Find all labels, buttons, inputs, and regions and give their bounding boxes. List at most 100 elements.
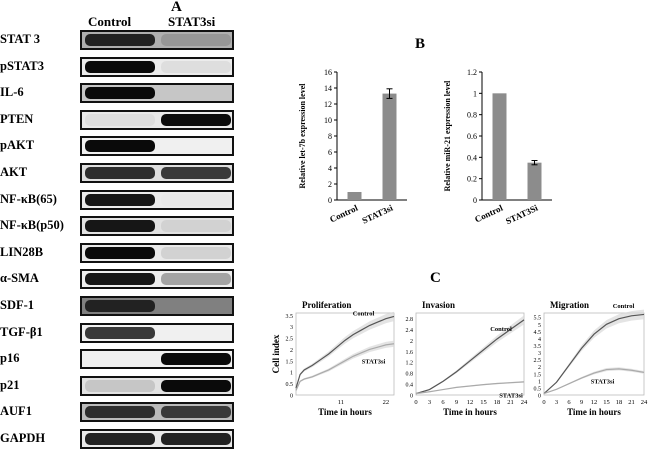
band-control (85, 167, 155, 179)
blot-strip-pakt (80, 136, 234, 157)
series-line-stat3si (415, 381, 525, 395)
series-line-control (415, 319, 525, 395)
band-control (85, 300, 155, 312)
blot-strip-nf-b-65 (80, 189, 234, 210)
band-stat3si (161, 406, 231, 419)
western-blot-panel: STAT 3 pSTAT3 IL-6 PTEN pAKT AKT NF-κB(65) NF-κ… (0, 0, 240, 472)
blot-label-pakt: pAKT (0, 138, 35, 153)
y-tick-label: 3 (538, 351, 541, 357)
series-label-stat3si: STAT3si (499, 393, 523, 400)
band-control (85, 379, 155, 392)
y-tick-label: 2.5 (286, 337, 294, 343)
mir21-bar-chart: 0 0.2 0.4 0.6 0.8 1 1.2 Control STAT3Si Relative … (443, 68, 552, 227)
y-tick-label: 4 (328, 164, 332, 173)
band-stat3si (161, 379, 231, 392)
blot-label-nf-b-65: NF-κB(65) (0, 191, 57, 206)
x-tick-label: 9 (455, 399, 458, 406)
y-axis-label: Relative let-7b expression level (298, 83, 307, 189)
let7b-bar-chart: 0 2 4 6 8 10 12 14 16 Control STAT3si Relative let-… (298, 68, 407, 226)
y-tick-label: 16 (324, 68, 332, 77)
blot-label-p21: p21 (0, 377, 20, 392)
y-tick-label: 1.2 (467, 68, 477, 77)
x-tick-label: 0 (542, 399, 545, 406)
blot-label-lin28b: LIN28B (0, 244, 44, 259)
blot-label-auf1: AUF1 (0, 404, 32, 419)
y-axis-label: Cell index (271, 334, 281, 373)
y-tick-label: 0.5 (534, 386, 542, 392)
panel-b-letter: B (415, 36, 426, 52)
band-stat3si (161, 167, 231, 179)
blot-strip-stat-3 (80, 30, 234, 50)
y-tick-label: 14 (324, 84, 332, 93)
band-stat3si (161, 220, 231, 233)
band-control (85, 113, 155, 126)
series-label-control: Control (613, 303, 635, 310)
y-tick-label: 0 (538, 394, 541, 400)
chart-title: Invasion (422, 300, 455, 310)
y-tick-label: 6 (328, 148, 332, 157)
series-line-control (543, 313, 645, 395)
y-tick-label: 0.4 (467, 153, 477, 162)
x-tick-label: STAT3si (360, 203, 394, 226)
band-stat3si (161, 34, 231, 46)
blot-label-pten: PTEN (0, 111, 34, 126)
y-tick-label: 3 (290, 325, 293, 331)
column-header-control: Control (88, 14, 132, 29)
blot-strip-p16 (80, 349, 234, 370)
y-tick-label: 8 (328, 132, 332, 141)
band-control (85, 140, 155, 153)
band-stat3si (161, 353, 231, 366)
plot-frame (295, 312, 395, 396)
band-stat3si (161, 273, 231, 286)
band-stat3si (161, 113, 231, 126)
x-tick-label: 21 (628, 399, 635, 406)
y-tick-label: 2 (328, 180, 332, 189)
y-tick-label: 0 (410, 394, 413, 400)
x-tick-label: 24 (641, 399, 648, 406)
blot-strip-pstat3 (80, 56, 234, 77)
series-label-stat3si: STAT3si (362, 358, 386, 365)
y-tick-label: 1.5 (286, 359, 294, 365)
panel-a-letter: A (171, 0, 182, 15)
band-control (85, 193, 155, 206)
blot-strip-pten (80, 109, 234, 130)
blot-strip-tgf-1 (80, 322, 234, 343)
x-tick-label: STAT3Si (504, 203, 540, 227)
x-tick-label: 21 (507, 399, 514, 406)
band-control (85, 246, 155, 259)
blot-strip-lin28b (80, 242, 234, 263)
x-tick-label: 3 (555, 399, 558, 406)
y-tick-label: 2.4 (406, 328, 414, 334)
y-tick-label: 0 (328, 196, 332, 205)
blot-label-tgf-1: TGF-β1 (0, 324, 43, 339)
y-tick-label: 2.5 (534, 358, 542, 364)
plot-frame (543, 312, 645, 396)
x-tick-label: 24 (521, 399, 528, 406)
invasion-line-chart: Invasion 0 0.4 0.8 1.2 1.6 2 2.4 2.8 0 3 6 9 12 15 18 21… (406, 300, 529, 417)
y-tick-label: 4.5 (534, 330, 542, 336)
y-tick-label: 1.6 (406, 350, 414, 356)
y-tick-label: 0.8 (467, 111, 477, 120)
blot-label-akt: AKT (0, 165, 28, 179)
y-tick-label: 5 (538, 323, 541, 329)
series-line-control (295, 315, 395, 389)
band-control (85, 60, 155, 73)
band-stat3si (161, 140, 231, 153)
y-tick-label: 1.2 (406, 361, 414, 367)
x-tick-label: 18 (616, 399, 623, 406)
plot-frame (415, 312, 525, 396)
y-tick-label: 0 (290, 394, 293, 400)
bar-stat3si (382, 93, 397, 200)
x-tick-label: Control (473, 203, 505, 225)
x-axis-label: Time in hours (443, 407, 497, 417)
blot-label-sma: α-SMA (0, 271, 39, 286)
band-control (85, 406, 155, 419)
band-control (85, 353, 155, 366)
column-header-stat3si: STAT3si (168, 14, 216, 29)
band-control (85, 87, 155, 100)
blot-strip-akt (80, 163, 234, 183)
proliferation-line-chart: Proliferation 0 0.5 1 1.5 2 2.5 3 3.5 11 22 Time in… (271, 300, 395, 417)
band-control (85, 326, 155, 339)
y-tick-label: 0.2 (467, 175, 477, 184)
band-stat3si (161, 246, 231, 259)
